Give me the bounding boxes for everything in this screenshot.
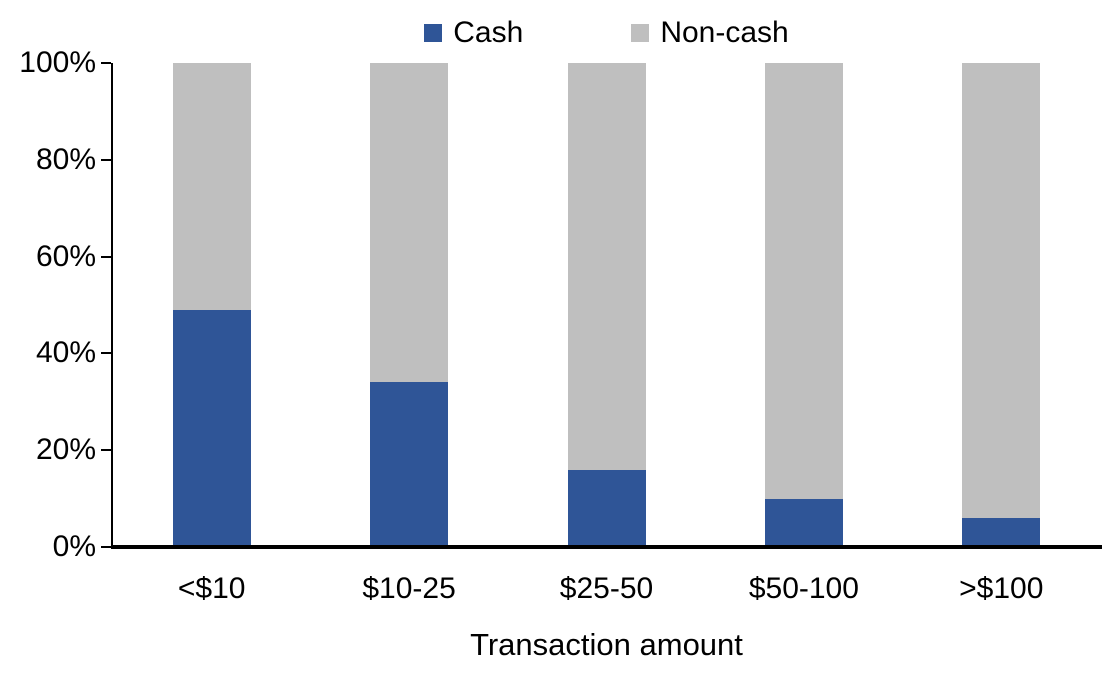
- y-tick-label: 0%: [52, 530, 96, 563]
- y-axis-tick: [101, 546, 111, 548]
- bar-cash-segment: [764, 498, 843, 547]
- bar-non-cash-segment: [962, 63, 1041, 518]
- y-tick-label: 20%: [35, 433, 96, 467]
- x-tick-label: $10-25: [362, 572, 456, 605]
- bar-non-cash-segment: [567, 63, 646, 470]
- legend-item-non-cash: Non-cash: [631, 16, 789, 49]
- legend-label: Cash: [453, 16, 524, 49]
- x-tick-label: >$100: [959, 572, 1044, 605]
- bar-non-cash-segment: [172, 63, 251, 310]
- bar-non-cash-segment: [764, 63, 843, 499]
- y-tick-label: 40%: [35, 336, 96, 370]
- legend-item-cash: Cash: [424, 18, 523, 48]
- x-axis-line: [111, 545, 1102, 549]
- x-axis-title: Transaction amount: [470, 627, 743, 662]
- legend-label: Non-cash: [660, 16, 789, 49]
- bar-non-cash-segment: [370, 63, 449, 383]
- y-axis-tick: [101, 449, 111, 452]
- y-axis-tick: [101, 255, 111, 258]
- y-axis-tick: [101, 352, 111, 355]
- bar-cash-segment: [370, 382, 449, 547]
- legend: Cash Non-cash: [113, 12, 1100, 54]
- y-tick-label: 100%: [19, 46, 96, 79]
- x-tick-label: <$10: [177, 572, 246, 605]
- y-axis-tick: [101, 62, 111, 64]
- legend-marker-icon: [631, 24, 650, 42]
- y-tick-label: 60%: [35, 239, 96, 273]
- x-tick-label: $50-100: [748, 572, 859, 605]
- y-axis-line: [111, 63, 113, 549]
- legend-marker-icon: [424, 24, 443, 42]
- y-axis-tick: [101, 158, 111, 161]
- bar-cash-segment: [962, 517, 1041, 547]
- bar-cash-segment: [567, 469, 646, 547]
- y-tick-label: 80%: [35, 142, 96, 176]
- x-tick-label: $25-50: [559, 572, 654, 605]
- bar-cash-segment: [172, 309, 251, 547]
